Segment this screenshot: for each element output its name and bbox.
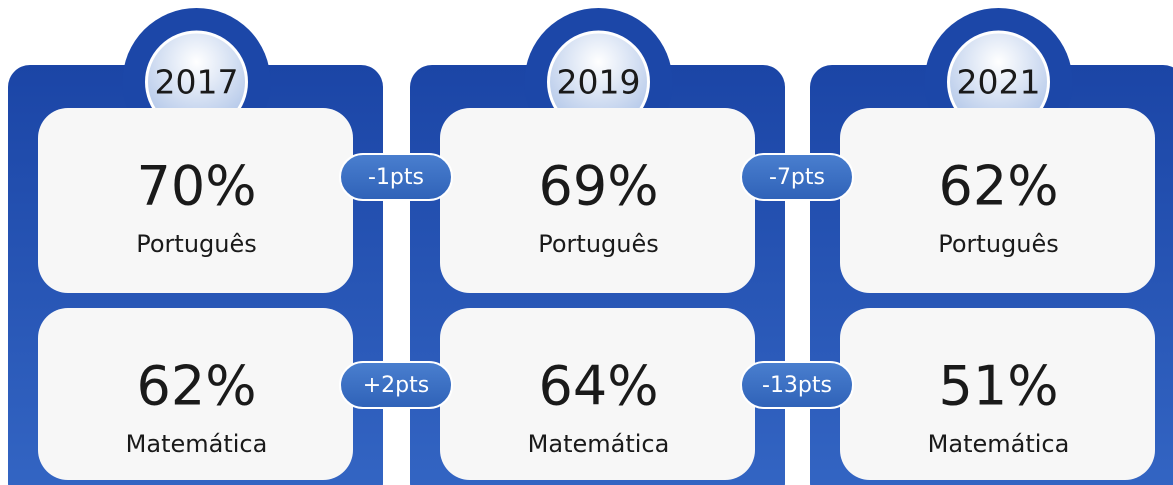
subject-label: Matemática <box>528 430 670 458</box>
subject-label: Português <box>136 230 257 258</box>
score-card <box>440 108 755 293</box>
score-value: 62% <box>938 155 1058 218</box>
year-label: 2017 <box>155 63 239 102</box>
score-value: 70% <box>136 155 256 218</box>
score-card <box>38 108 353 293</box>
year-label: 2019 <box>557 63 641 102</box>
score-value: 51% <box>938 355 1058 418</box>
change-label: -1pts <box>368 165 424 190</box>
change-label: -7pts <box>769 165 825 190</box>
subject-label: Matemática <box>928 430 1070 458</box>
score-value: 62% <box>136 355 256 418</box>
score-card <box>38 308 353 480</box>
subject-label: Português <box>538 230 659 258</box>
score-value: 64% <box>538 355 658 418</box>
score-card <box>440 308 755 480</box>
change-label: -13pts <box>762 373 832 398</box>
change-pill <box>339 153 453 201</box>
change-pill <box>740 361 854 409</box>
year-label: 2021 <box>957 63 1041 102</box>
change-pill <box>339 361 453 409</box>
score-card <box>840 108 1155 293</box>
change-pill <box>740 153 854 201</box>
score-card <box>840 308 1155 480</box>
subject-label: Matemática <box>126 430 268 458</box>
subject-label: Português <box>938 230 1059 258</box>
score-value: 69% <box>538 155 658 218</box>
change-label: +2pts <box>363 373 429 398</box>
